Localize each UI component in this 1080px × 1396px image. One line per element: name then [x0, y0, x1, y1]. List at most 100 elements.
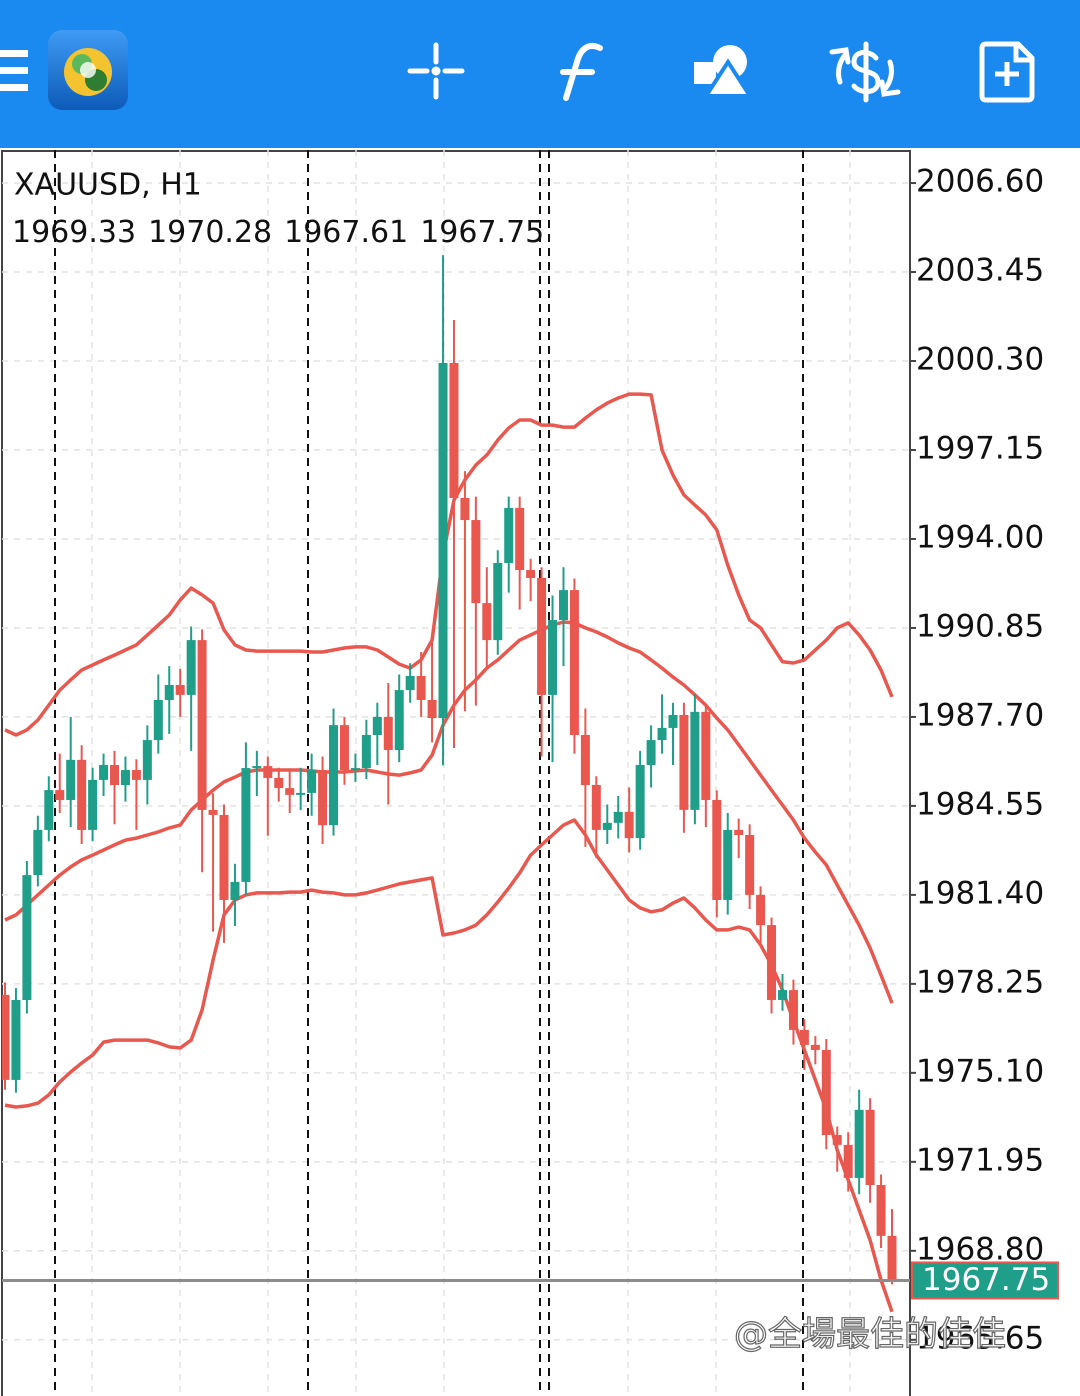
candle-body — [635, 764, 645, 839]
candle-body — [110, 764, 120, 786]
candle-body — [788, 990, 798, 1030]
price-label: 1967.75 — [922, 1262, 1050, 1298]
app-icon[interactable] — [48, 30, 128, 110]
candle-body — [887, 1235, 897, 1281]
candle-body — [493, 562, 503, 641]
y-tick-label: 1984.55 — [916, 786, 1044, 822]
candle-body — [504, 507, 514, 563]
candle-body — [712, 799, 722, 900]
candle-body — [383, 716, 393, 750]
candle-body — [361, 735, 371, 769]
candle-body — [241, 768, 251, 882]
candle-body — [285, 788, 295, 795]
candle-body — [821, 1049, 831, 1135]
candle-body — [745, 835, 755, 895]
candle-body — [602, 822, 612, 830]
candle-body — [186, 640, 196, 695]
candle-body — [810, 1044, 820, 1050]
candle-body — [33, 829, 43, 876]
candle-body — [438, 362, 448, 719]
candle-body — [131, 770, 141, 780]
candle-body — [569, 590, 579, 736]
y-tick-label: 1981.40 — [916, 875, 1044, 911]
candle-body — [460, 498, 470, 521]
ohlc-close: 1967.75 — [420, 215, 544, 250]
candle-body — [723, 829, 733, 900]
candle-body — [843, 1144, 853, 1178]
candle-body — [690, 711, 700, 810]
candle-body — [164, 685, 174, 700]
candle-body — [876, 1184, 886, 1236]
candle-body — [88, 779, 98, 830]
candle-body — [44, 790, 54, 830]
toolbar-bg — [0, 0, 1080, 148]
indicators-button[interactable] — [560, 42, 603, 101]
y-tick-label: 1968.80 — [916, 1231, 1044, 1267]
candle-body — [591, 785, 601, 830]
candle-body — [580, 735, 590, 786]
y-tick-label: 1987.70 — [916, 697, 1044, 733]
y-tick-label: 1965.65 — [916, 1320, 1044, 1356]
candle-body — [77, 759, 87, 830]
y-tick-label: 1978.25 — [916, 964, 1044, 1000]
candle-body — [307, 770, 317, 793]
candle-body — [558, 590, 568, 621]
candle-body — [208, 809, 218, 815]
candle-body — [296, 792, 306, 795]
candle-body — [99, 764, 109, 780]
candle-body — [449, 362, 459, 499]
crosshair-button[interactable] — [407, 42, 465, 100]
trade-button[interactable] — [829, 41, 901, 103]
ohlc-low: 1967.61 — [284, 215, 408, 250]
candle-body — [657, 727, 667, 741]
candle-body — [175, 685, 185, 695]
new-order-button[interactable] — [979, 41, 1035, 103]
candle-body — [318, 770, 328, 826]
candle-body — [252, 766, 262, 769]
candle-body — [263, 766, 273, 778]
ohlc-readout: 1969.33 1970.28 1967.61 1967.75 — [12, 215, 544, 250]
candle-body — [471, 520, 481, 604]
candle-body — [372, 716, 382, 736]
candle-body — [405, 675, 415, 691]
watermark: @全場最佳的佳佳 — [734, 1315, 1006, 1355]
candle-body — [329, 725, 339, 826]
candle-body — [832, 1134, 842, 1145]
candle-body — [734, 829, 744, 836]
candle-body — [701, 711, 711, 800]
ohlc-open: 1969.33 — [12, 215, 136, 250]
grid — [2, 182, 910, 1341]
candle-body — [142, 740, 152, 780]
candle-body — [624, 811, 634, 839]
candle-body — [526, 570, 536, 578]
candle-body — [646, 740, 656, 765]
candle-body — [679, 714, 689, 810]
objects-button[interactable] — [694, 45, 754, 98]
candle-body — [854, 1109, 864, 1178]
candle-body — [865, 1109, 875, 1185]
candle-body — [339, 725, 349, 771]
candle-body — [153, 699, 163, 741]
y-tick-label: 2006.60 — [916, 164, 1044, 200]
menu-button[interactable] — [0, 50, 28, 91]
band-middle — [4, 620, 894, 1004]
overlay: 1967.75 @全場最佳的佳佳 — [2, 1261, 1059, 1355]
candle-body — [66, 759, 76, 800]
candle-body — [767, 925, 777, 1000]
plot — [2, 255, 897, 1313]
candle-body — [548, 620, 558, 695]
candle-body — [219, 814, 229, 900]
candle-body — [756, 894, 766, 926]
candle-body — [197, 640, 207, 810]
candle-body — [799, 1029, 809, 1045]
symbol-title: XAUUSD, H1 — [14, 168, 202, 203]
band-upper — [4, 392, 894, 737]
candle-body — [2, 994, 10, 1080]
candle-body — [11, 999, 21, 1080]
band-lower — [4, 818, 894, 1313]
ohlc-high: 1970.28 — [148, 215, 272, 250]
candle-body — [274, 777, 284, 789]
y-tick-label: 2003.45 — [916, 253, 1044, 289]
candle-body — [230, 881, 240, 900]
